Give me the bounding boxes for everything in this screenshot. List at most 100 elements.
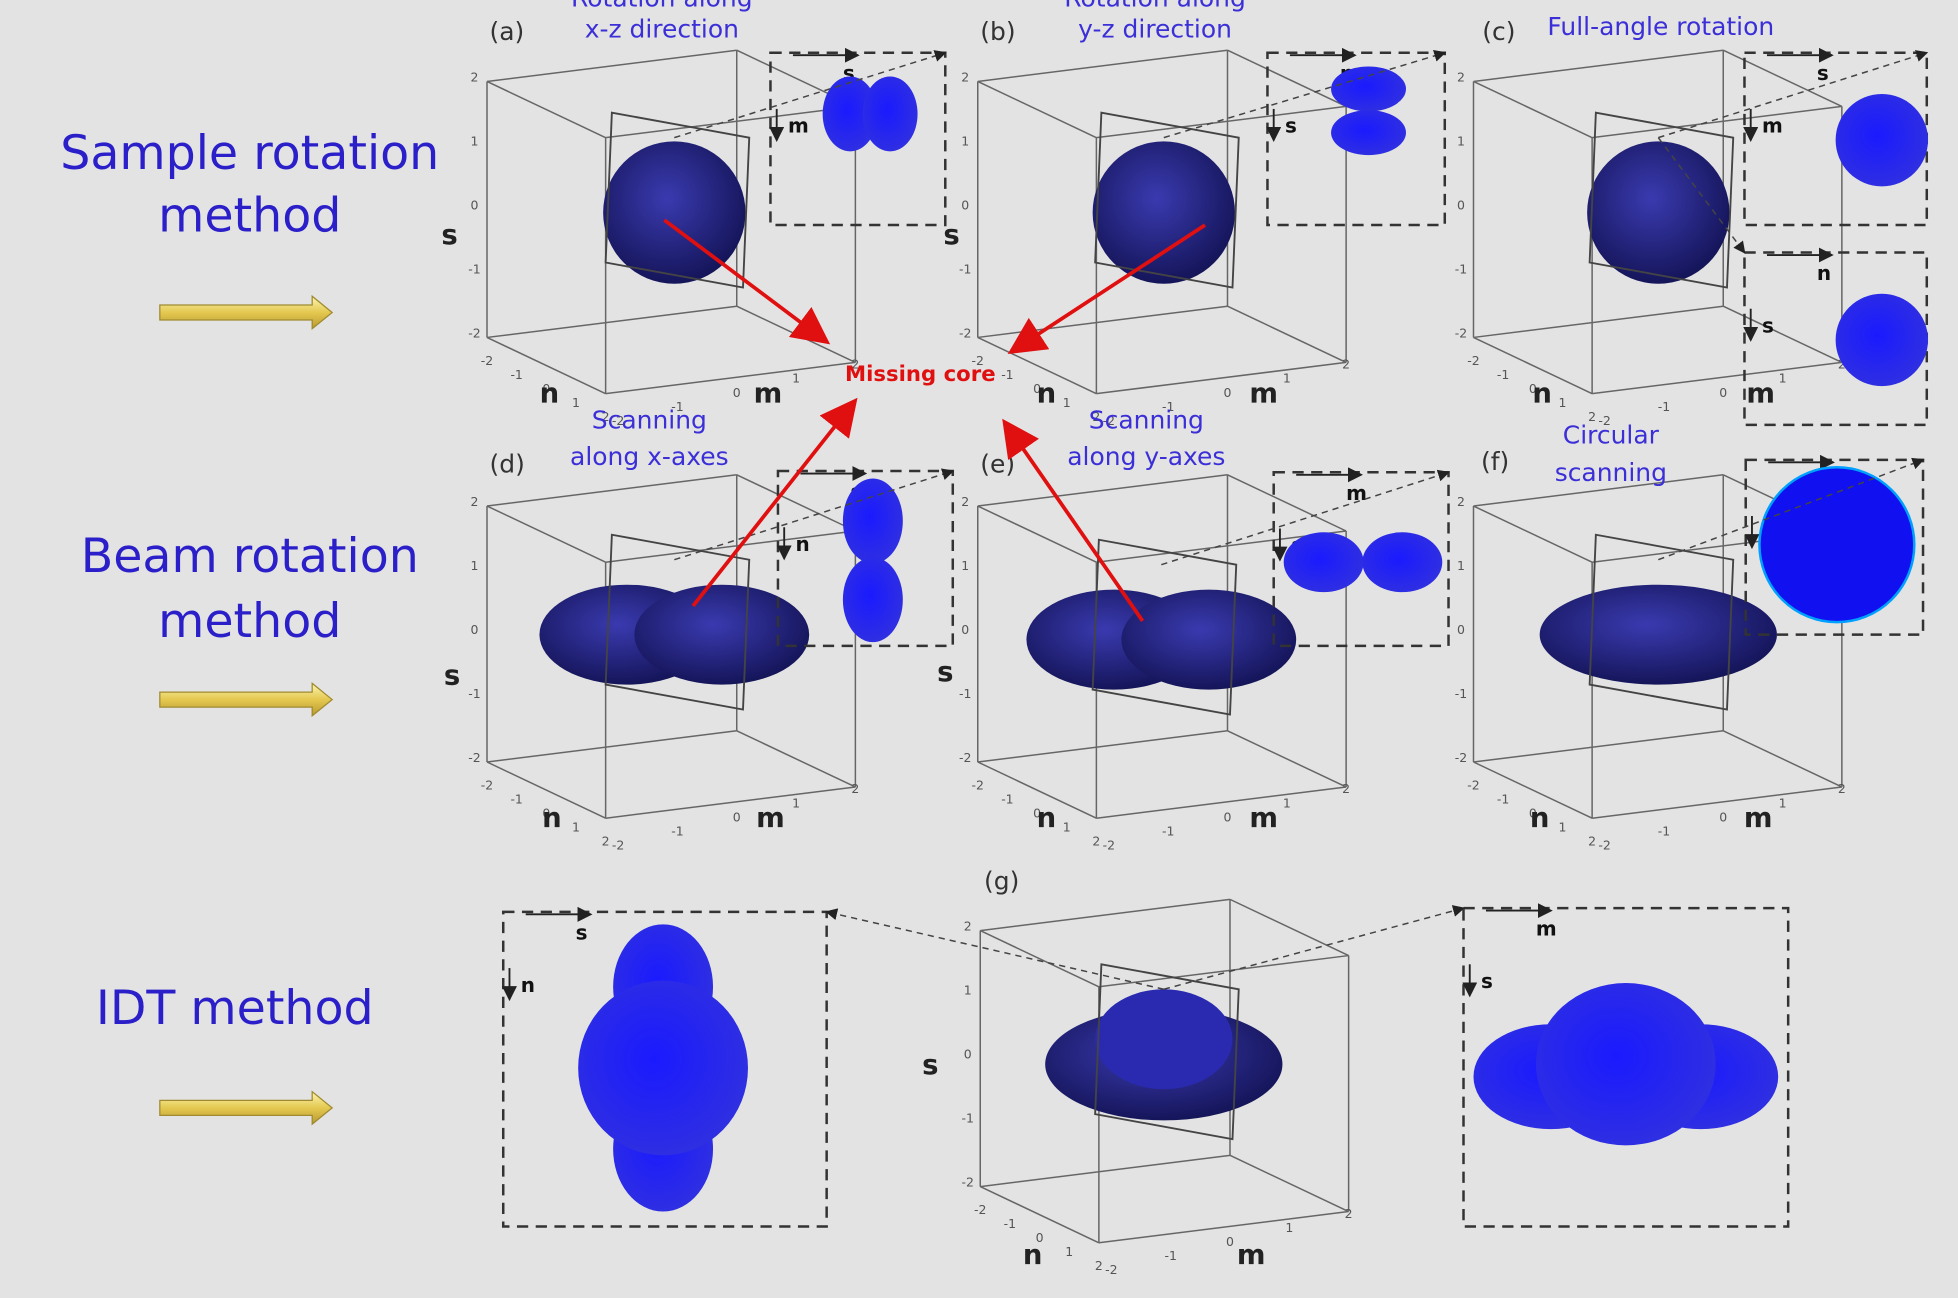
tick-label: 0 [961, 622, 969, 637]
tick-label: 1 [572, 395, 580, 410]
method-arrow [160, 683, 332, 715]
sphere [1093, 141, 1235, 283]
axis-label: n [1037, 378, 1057, 409]
box-edge [1096, 106, 1346, 137]
axis-label: m [754, 378, 783, 409]
box-edge [978, 506, 1097, 562]
box-edge [487, 506, 606, 562]
box-edge [1592, 106, 1842, 137]
tick-label: 0 [1457, 197, 1465, 212]
inset-axis-label: m [1536, 917, 1557, 941]
tick-label: 1 [964, 983, 972, 998]
tick-label: -1 [959, 686, 971, 701]
box-edge [1099, 1212, 1349, 1243]
axis-label: n [1530, 803, 1550, 834]
tick-label: 0 [1224, 385, 1232, 400]
red-arrow [693, 404, 853, 606]
inset-axis-label: n [521, 973, 535, 997]
lobe [634, 585, 809, 685]
axis-label: s [937, 657, 953, 688]
projection-guide [1164, 908, 1464, 989]
inset-axis-label: s [1762, 313, 1774, 337]
tick-label: -1 [1455, 686, 1467, 701]
tick-label: 2 [471, 69, 479, 84]
axis-label: s [441, 220, 457, 251]
tick-label: 2 [1457, 69, 1465, 84]
tick-label: -2 [1455, 750, 1467, 765]
box-edge [1473, 81, 1592, 137]
annotation: Missing core [845, 362, 996, 387]
box-edge [978, 81, 1097, 137]
tick-label: 1 [1063, 820, 1071, 835]
tick-label: -1 [1004, 1216, 1016, 1231]
tick-label: -2 [1467, 777, 1479, 792]
tick-label: -1 [510, 792, 522, 807]
projection-guide [674, 471, 952, 560]
panel-caption: Scanning [1089, 406, 1204, 435]
panel: -2-2-2-1-1-1000111222(f)Circularscanning… [1455, 421, 1923, 853]
tick-label: 1 [792, 795, 800, 810]
inset-axis-label: m [788, 114, 809, 138]
tick-label: 0 [471, 622, 479, 637]
box-edge [487, 475, 737, 506]
box-edge [1592, 362, 1842, 393]
tick-label: 0 [1226, 1234, 1234, 1249]
tick-label: -2 [974, 1202, 986, 1217]
inset-shape [1284, 532, 1364, 592]
tick-label: -1 [468, 261, 480, 276]
tick-label: 1 [1065, 1244, 1073, 1259]
tick-label: 2 [964, 919, 972, 934]
lobe [1121, 590, 1296, 690]
tick-label: 1 [572, 820, 580, 835]
box-edge [1227, 475, 1346, 531]
tick-label: 2 [602, 834, 610, 849]
tick-label: 2 [1838, 781, 1846, 796]
panel-label: (d) [490, 449, 525, 478]
panel: -2-2-2-1-1-1000111222(b)Rotation alongy-… [943, 0, 1444, 428]
method-label: Sample rotation [60, 126, 439, 181]
inset-shape [578, 981, 748, 1156]
panel-caption: Scanning [592, 406, 707, 435]
box-edge [1230, 1155, 1349, 1211]
tick-label: 1 [1283, 371, 1291, 386]
panel-caption: along x-axes [570, 442, 729, 471]
tick-label: 2 [961, 494, 969, 509]
tick-label: 1 [961, 558, 969, 573]
tick-label: -2 [468, 750, 480, 765]
inset-shape [1331, 110, 1406, 155]
axis-label: n [542, 803, 562, 834]
axis-label: m [756, 803, 785, 834]
tick-label: 1 [1779, 795, 1787, 810]
axis-label: m [1746, 378, 1775, 409]
panel-label: (c) [1482, 17, 1515, 46]
sphere [603, 141, 745, 283]
axis-label: m [1744, 803, 1773, 834]
tick-label: 2 [1092, 834, 1100, 849]
tick-label: 1 [961, 133, 969, 148]
method-label: IDT method [96, 981, 374, 1036]
inset-shape [1362, 532, 1442, 592]
box-edge [1723, 306, 1842, 362]
inset-shape [1836, 94, 1928, 186]
panel-caption: Rotation along [571, 0, 753, 13]
panel: -2-2-2-1-1-1000111222(g)snmsnms [503, 866, 1788, 1277]
tick-label: -2 [959, 325, 971, 340]
axis-label: s [444, 661, 460, 692]
axis-label: n [1023, 1240, 1043, 1271]
tick-label: -2 [481, 353, 493, 368]
panel-caption: y-z direction [1078, 15, 1232, 44]
inset-shape [1536, 983, 1716, 1145]
tick-label: -2 [1467, 353, 1479, 368]
tick-label: 2 [1342, 357, 1350, 372]
tick-label: -2 [468, 325, 480, 340]
tick-label: -1 [1497, 792, 1509, 807]
tick-label: -1 [1658, 399, 1670, 414]
box-edge [1592, 787, 1842, 818]
panel-caption: Circular [1563, 421, 1660, 450]
tick-label: -1 [510, 367, 522, 382]
panel: -2-2-2-1-1-1000111222(e)Scanningalong y-… [937, 406, 1448, 853]
box-edge [606, 106, 856, 137]
panel-caption: Full-angle rotation [1547, 12, 1774, 41]
box-edge [1096, 362, 1346, 393]
